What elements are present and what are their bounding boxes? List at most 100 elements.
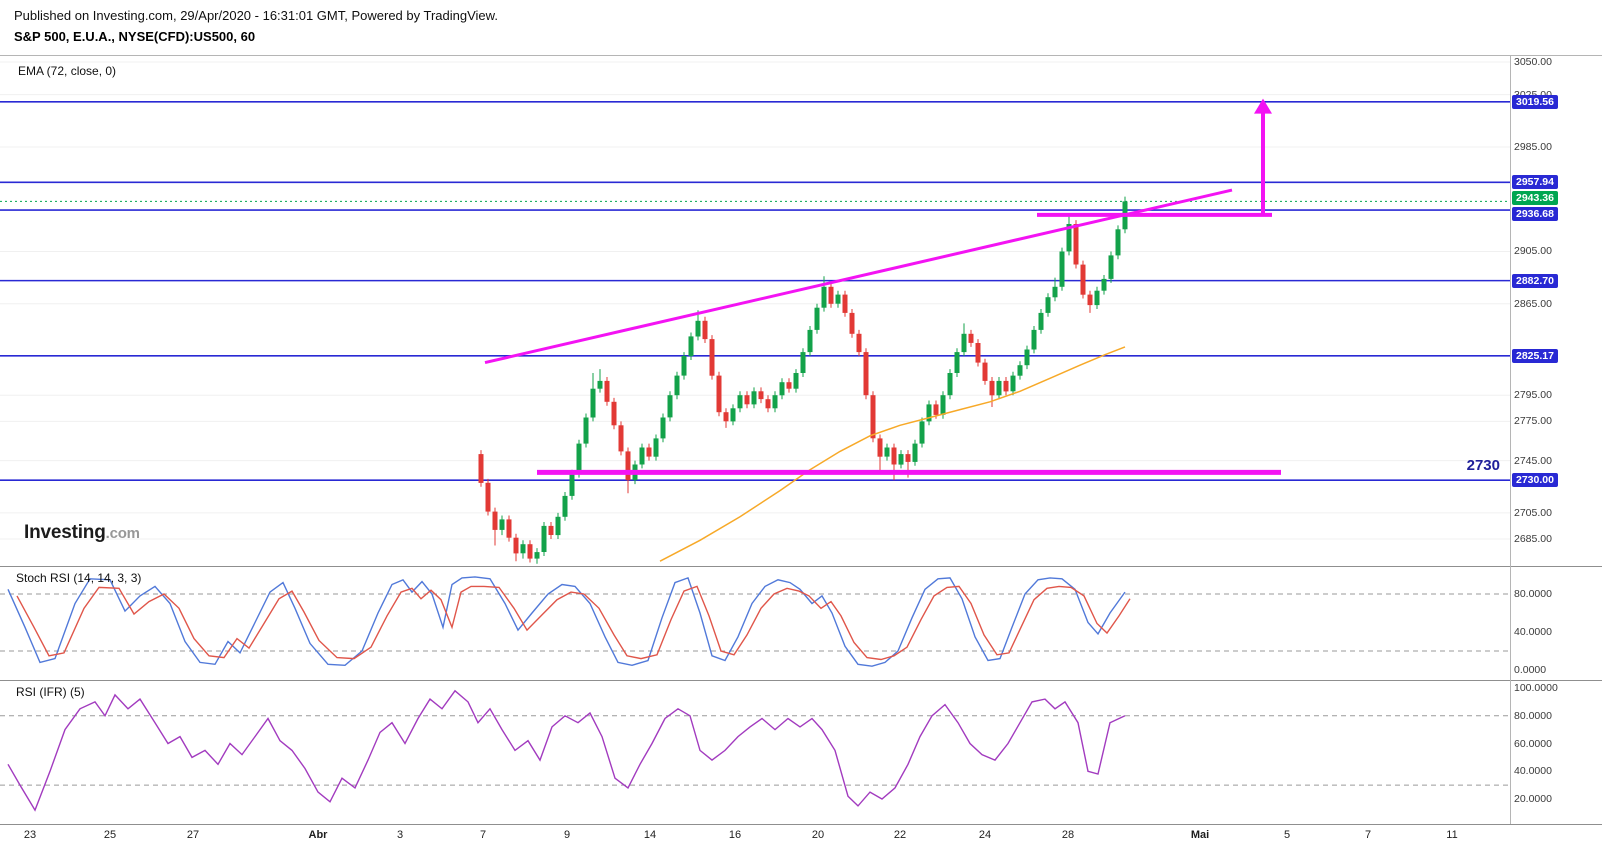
candle-body [898, 454, 904, 465]
arrow-head[interactable] [1254, 98, 1272, 114]
candle-body [604, 380, 610, 402]
rsi-indicator-label[interactable]: RSI (IFR) (5) [16, 685, 85, 699]
trendline-drawing[interactable] [484, 188, 1233, 365]
candle-body [800, 352, 806, 373]
candle-body [674, 375, 680, 396]
candle-body [569, 473, 575, 496]
candle-body [786, 382, 792, 389]
candle-body [562, 495, 568, 517]
candle-body [1024, 349, 1030, 366]
candle-body [527, 544, 533, 559]
candle-body [758, 391, 764, 400]
candle-body [1052, 286, 1058, 298]
candle-body [835, 294, 841, 304]
candle-body [870, 395, 876, 439]
candle-body [856, 333, 862, 353]
candle-body [597, 380, 603, 389]
candle-body [695, 320, 701, 337]
candle-body [520, 544, 526, 554]
candle-body [492, 511, 498, 530]
candle-body [765, 399, 771, 409]
candle-body [926, 404, 932, 422]
candle-body [1031, 329, 1037, 350]
candle-body [541, 525, 547, 552]
candle-body [1003, 380, 1009, 392]
candle-body [1038, 312, 1044, 330]
candle-body [814, 307, 820, 330]
candle-body [653, 438, 659, 457]
candle-body [723, 412, 729, 422]
candle-body [933, 404, 939, 415]
candle-body [1080, 264, 1086, 295]
candle-body [842, 294, 848, 313]
candle-body [849, 312, 855, 334]
candle-body [1017, 365, 1023, 376]
candle-body [772, 395, 778, 409]
ema-line[interactable] [659, 346, 1126, 562]
candle-body [1087, 294, 1093, 306]
candle-body [646, 447, 652, 457]
candle-body [730, 408, 736, 422]
candle-body [821, 286, 827, 308]
candle-body [891, 447, 897, 465]
candle-body [534, 552, 540, 559]
candle-body [751, 391, 757, 405]
candle-body [905, 454, 911, 462]
candle-body [1045, 297, 1051, 313]
candle-body [639, 447, 645, 465]
candlestick-series [478, 196, 1128, 564]
candle-body [576, 443, 582, 474]
ema-indicator-label[interactable]: EMA (72, close, 0) [18, 64, 117, 78]
published-line: Published on Investing.com, 29/Apr/2020 … [14, 8, 498, 23]
candle-body [989, 380, 995, 396]
candle-body [1059, 251, 1065, 287]
investing-watermark: Investing.com [24, 522, 140, 544]
candle-body [807, 329, 813, 353]
candle-body [478, 454, 484, 483]
candle-body [583, 417, 589, 444]
candle-body [618, 425, 624, 452]
candle-body [863, 352, 869, 396]
candle-body [1101, 278, 1107, 291]
symbol-title: S&P 500, E.U.A., NYSE(CFD):US500, 60 [14, 29, 256, 44]
candle-body [499, 519, 505, 530]
candle-body [877, 438, 883, 457]
candle-body [1094, 290, 1100, 306]
candle-body [1108, 255, 1114, 279]
candle-body [961, 333, 967, 353]
candle-body [611, 401, 617, 426]
stoch-rsi-indicator-label[interactable]: Stoch RSI (14, 14, 3, 3) [16, 571, 142, 585]
candle-body [1073, 224, 1079, 265]
candle-body [702, 320, 708, 340]
candle-body [779, 382, 785, 396]
stoch-k-line [7, 576, 1126, 667]
candle-body [912, 443, 918, 462]
candle-body [1066, 224, 1072, 252]
watermark-suffix-text: .com [105, 525, 140, 542]
candle-body [548, 525, 554, 535]
candle-body [793, 373, 799, 389]
watermark-bold-text: Investing [24, 522, 106, 543]
candle-body [884, 447, 890, 457]
candle-body [590, 388, 596, 418]
candle-body [828, 286, 834, 304]
support-price-label: 2730 [1466, 457, 1500, 474]
candle-body [667, 395, 673, 418]
candle-body [506, 519, 512, 538]
candle-body [1010, 375, 1016, 392]
candle-body [968, 333, 974, 343]
candle-body [982, 362, 988, 381]
candle-body [555, 516, 561, 536]
candle-body [681, 356, 687, 376]
candle-body [947, 373, 953, 396]
candle-body [709, 339, 715, 376]
candle-body [1115, 229, 1121, 256]
candle-body [625, 451, 631, 481]
candle-body [513, 537, 519, 554]
stoch-d-line [16, 585, 1131, 661]
candle-body [737, 395, 743, 409]
candle-body [744, 395, 750, 405]
candle-body [716, 375, 722, 413]
